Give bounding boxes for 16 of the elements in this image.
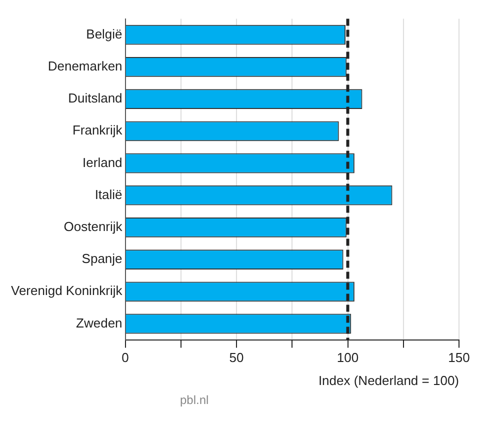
- x-tick-label: 0: [122, 350, 129, 366]
- x-tick-label: 100: [336, 350, 359, 366]
- x-tick-label: 150: [448, 350, 470, 366]
- y-tick-label: Ierland: [82, 154, 122, 170]
- y-tick-label: Zweden: [76, 315, 122, 330]
- y-tick-label: Duitsland: [68, 90, 122, 106]
- y-tick-label: Spanje: [82, 251, 122, 266]
- y-tick-label: Italië: [94, 186, 122, 202]
- x-axis-title: Index (Nederland = 100): [318, 372, 459, 388]
- y-tick-label: Frankrijk: [72, 122, 123, 138]
- y-tick-label: België: [86, 26, 122, 42]
- y-tick-label: Denemarken: [48, 58, 122, 74]
- x-tick-label: 50: [229, 350, 244, 366]
- y-tick-label: Verenigd Koninkrijk: [10, 283, 123, 298]
- y-tick-label: Oostenrijk: [64, 219, 123, 234]
- text: pbl.nl: [179, 393, 210, 407]
